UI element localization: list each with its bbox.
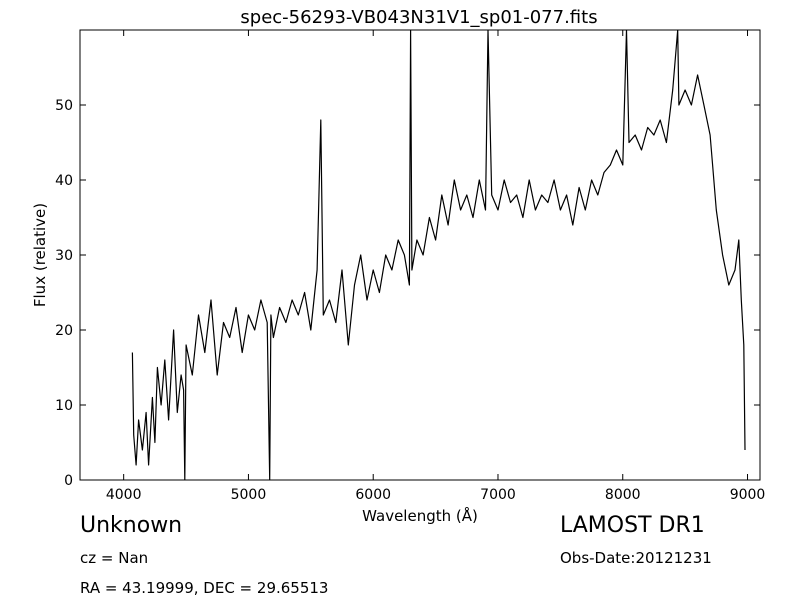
coordinates-text: RA = 43.19999, DEC = 29.65513 <box>80 579 329 597</box>
y-tick-label: 50 <box>55 98 73 114</box>
y-tick-label: 0 <box>64 473 73 489</box>
x-tick-label: 7000 <box>480 487 516 503</box>
y-tick-label: 30 <box>55 248 73 264</box>
redshift-text: cz = Nan <box>80 549 149 567</box>
chart-title: spec-56293-VB043N31V1_sp01-077.fits <box>240 7 597 28</box>
y-tick-label: 10 <box>55 398 73 414</box>
x-tick-label: 8000 <box>605 487 641 503</box>
axes: 4000 5000 6000 7000 8000 9000 0 10 20 30 40 50 <box>55 29 766 503</box>
spectrum-line <box>131 30 746 480</box>
survey-name: LAMOST DR1 <box>560 513 705 538</box>
x-tick-label: 4000 <box>106 487 142 503</box>
x-axis-label: Wavelength (Å) <box>362 506 478 525</box>
y-tick-label: 40 <box>55 173 73 189</box>
object-name: Unknown <box>80 513 183 538</box>
axes-frame <box>79 29 761 481</box>
y-tick-label: 20 <box>55 323 73 339</box>
y-axis-label: Flux (relative) <box>31 203 49 307</box>
plot-area <box>131 30 746 480</box>
x-tick-label: 6000 <box>355 487 391 503</box>
x-tick-label: 9000 <box>730 487 766 503</box>
observation-date: Obs-Date:20121231 <box>560 549 712 567</box>
x-tick-label: 5000 <box>231 487 267 503</box>
